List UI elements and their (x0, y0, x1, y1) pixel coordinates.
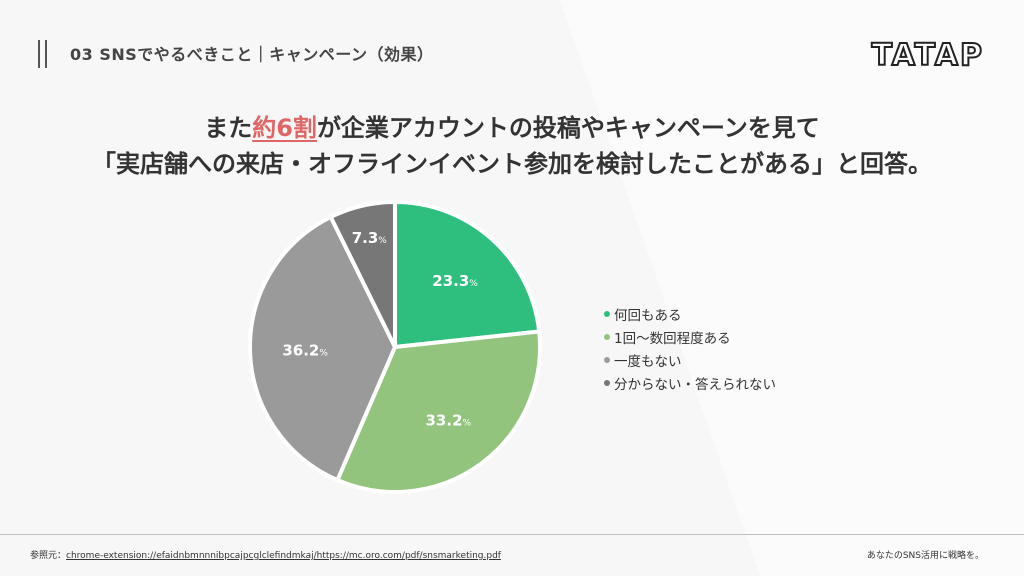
pie-label-once-to-several: 33.2% (426, 411, 472, 429)
pie-label-many-times: 23.3% (432, 272, 478, 290)
footer-tagline: あなたのSNS活用に戦略を。 (866, 551, 984, 561)
pie-slice-unknown (328, 200, 397, 349)
pie-chart: 23.3%33.2%36.2%7.3% (248, 200, 542, 494)
brand-logo: TATAP (871, 37, 984, 74)
pie-slice-once-to-several (335, 329, 542, 494)
pie-slice-never (248, 214, 397, 483)
legend-label: 一度もない (614, 353, 682, 370)
reference-label: 参照元： (30, 551, 67, 561)
legend-marker-icon (604, 356, 610, 363)
legend-label: 分からない・答えられない (614, 376, 776, 393)
chart-legend: 何回もある 1回〜数回程度ある 一度もない分からない・答えられない (604, 302, 776, 394)
headline-line-1: また約6割が企業アカウントの投稿やキャンペーンを見て (0, 110, 1024, 146)
headline-post: が企業アカウントの投稿やキャンペーンを見て (316, 114, 820, 142)
legend-label: 1回〜数回程度ある (614, 330, 731, 347)
headline-highlight: 約6割 (252, 114, 317, 142)
footer-divider (0, 534, 1024, 535)
reference: 参照元：chrome-extension://efaidnbmnnnibpcaj… (30, 548, 501, 561)
legend-item-once-to-several: 1回〜数回程度ある (604, 325, 776, 348)
legend-marker-icon (604, 379, 610, 386)
header-bars-icon (36, 40, 54, 68)
legend-marker-icon (604, 310, 610, 317)
pie-slice-many-times (393, 200, 542, 349)
pie-label-never: 36.2% (282, 341, 328, 359)
reference-link[interactable]: chrome-extension://efaidnbmnnnibpcajpcgl… (66, 551, 501, 561)
legend-item-unknown: 分からない・答えられない (604, 371, 776, 394)
legend-label: 何回もある (614, 307, 682, 324)
headline-pre: また (204, 114, 253, 142)
page-title: 03 SNSでやるべきこと｜キャンペーン（効果） (70, 45, 434, 64)
legend-marker-icon (604, 333, 610, 340)
headline-line-2: 「実店舗への来店・オフラインイベント参加を検討したことがある」と回答。 (92, 150, 932, 178)
legend-item-never: 一度もない (604, 348, 776, 371)
legend-item-many-times: 何回もある (604, 302, 776, 325)
